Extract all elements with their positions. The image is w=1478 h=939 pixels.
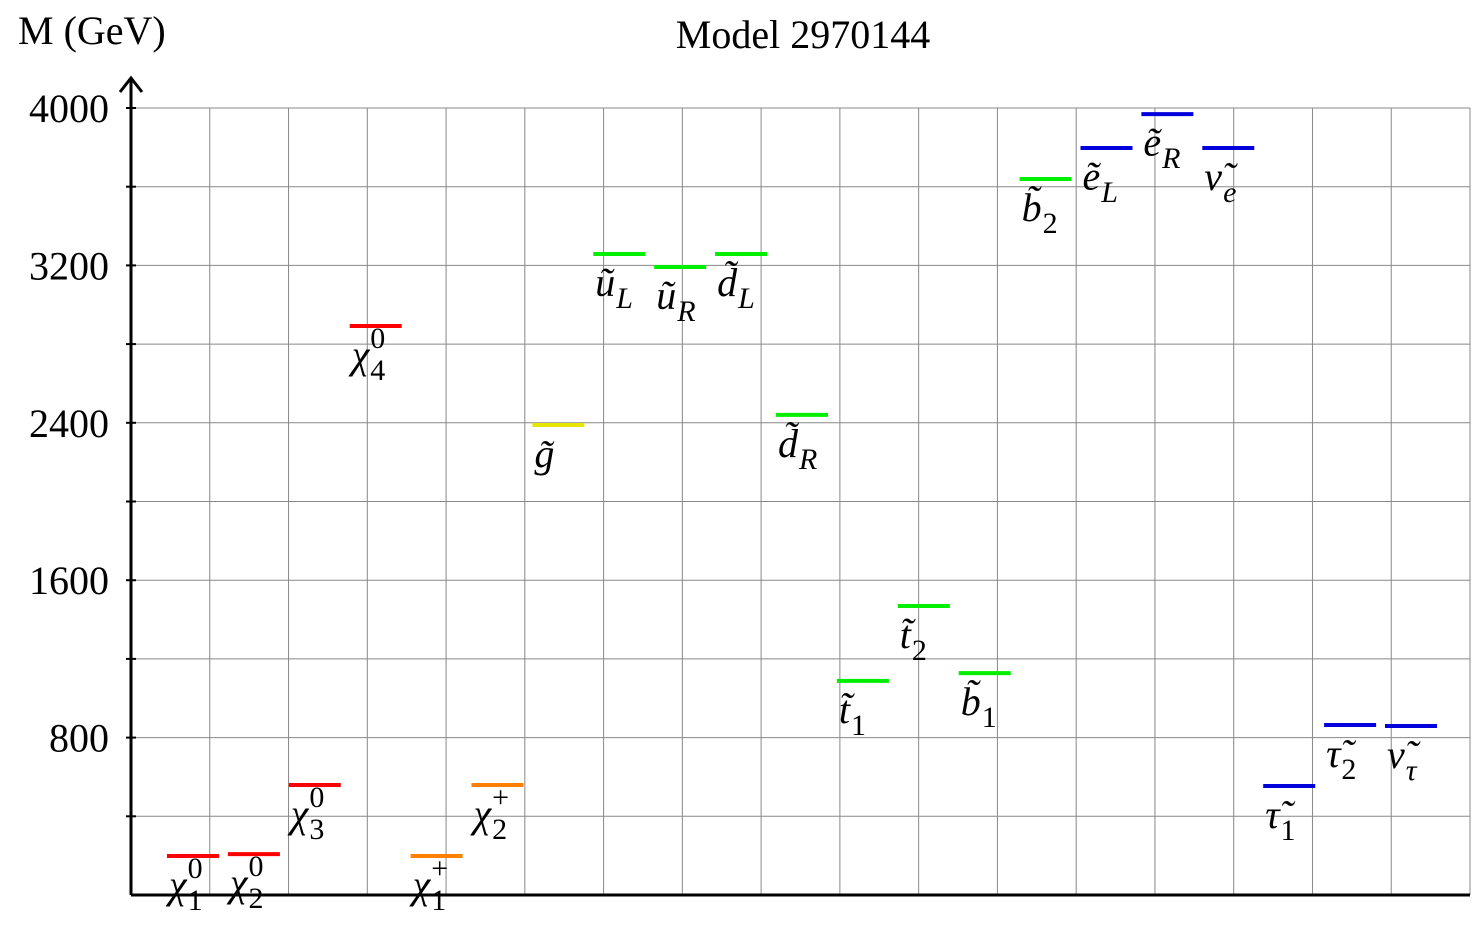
particle-sub: R <box>676 295 695 328</box>
particle-symbol: χ <box>226 860 249 905</box>
particle-sub: τ <box>1406 754 1418 787</box>
y-axis-label: M (GeV) <box>18 8 166 53</box>
particle-symbol: d̃ <box>778 421 799 466</box>
particle-sub: 1 <box>431 884 446 917</box>
chart-title: Model 2970144 <box>676 12 930 57</box>
particle-label: g̃ <box>534 431 554 476</box>
particle-sub: 2 <box>1341 753 1356 786</box>
y-tick-label: 800 <box>49 716 109 761</box>
y-tick-label: 4000 <box>29 86 109 131</box>
particle-sub: 1 <box>188 884 203 917</box>
particle-symbol: χ <box>287 791 310 836</box>
particle-label: χ0 3 <box>287 781 325 846</box>
particle-sub: 2 <box>492 813 507 846</box>
y-tick-label: 2400 <box>29 401 109 446</box>
particle-label: ν̃τ <box>1387 732 1421 787</box>
particle-sub: 4 <box>370 354 385 387</box>
particle-label: ũL <box>595 260 633 315</box>
particle-symbol: χ <box>348 332 371 377</box>
particle-label: ẽL <box>1083 154 1118 209</box>
particle-sup: 0 <box>188 852 203 885</box>
particle-sub: 1 <box>1281 814 1296 847</box>
particle-symbol: χ <box>470 791 493 836</box>
particle-label: χ0 4 <box>348 322 386 387</box>
particle-sup: 0 <box>370 322 385 355</box>
particle-label: d̃L <box>717 260 755 315</box>
particle-symbol: d̃ <box>717 260 738 305</box>
y-axis-arrow <box>118 75 144 93</box>
particle-label: χ0 2 <box>226 850 264 915</box>
particle-symbol: ũ <box>595 260 615 305</box>
particle-sub: 1 <box>982 701 997 734</box>
particle-label: χ+ 1 <box>409 852 449 917</box>
particle-sub: e <box>1223 176 1236 209</box>
particle-label: τ̃1 <box>1265 792 1295 847</box>
particle-symbol: ẽ <box>1083 154 1102 199</box>
particle-label: d̃R <box>778 421 817 476</box>
particle-label: ũR <box>656 273 695 328</box>
particle-sub: R <box>798 443 817 476</box>
particle-label: χ0 1 <box>165 852 203 917</box>
particle-symbol: b̃ <box>961 679 981 724</box>
particle-sub: 1 <box>851 709 866 742</box>
particle-label: t̃1 <box>839 687 866 742</box>
particle-sub: 2 <box>912 634 927 667</box>
particle-symbol: g̃ <box>534 431 554 476</box>
particle-symbol: ẽ <box>1143 120 1162 165</box>
y-tick-label: 1600 <box>29 558 109 603</box>
particle-sup: 0 <box>249 850 264 883</box>
particle-sup: + <box>431 852 448 885</box>
particle-label: χ+ 2 <box>470 781 510 846</box>
particle-symbol: b̃ <box>1022 185 1042 230</box>
particle-label: ẽR <box>1143 120 1180 175</box>
particle-sup: + <box>492 781 509 814</box>
particle-sub: 2 <box>1043 207 1058 240</box>
particle-sub: L <box>615 282 633 315</box>
particle-symbol: ũ <box>656 273 676 318</box>
particle-label: τ̃2 <box>1326 731 1356 786</box>
particle-label: ν̃e <box>1204 154 1238 209</box>
particle-sub: R <box>1161 142 1180 175</box>
particle-symbol: χ <box>409 862 432 907</box>
particle-sub: 3 <box>309 813 324 846</box>
particle-label: b̃1 <box>961 679 997 734</box>
particle-symbol: χ <box>165 862 188 907</box>
particle-sub: 2 <box>249 882 264 915</box>
y-tick-label: 3200 <box>29 243 109 288</box>
particle-sub: L <box>1100 176 1118 209</box>
particle-sup: 0 <box>309 781 324 814</box>
particle-label: b̃2 <box>1022 185 1058 240</box>
particle-sub: L <box>737 282 755 315</box>
